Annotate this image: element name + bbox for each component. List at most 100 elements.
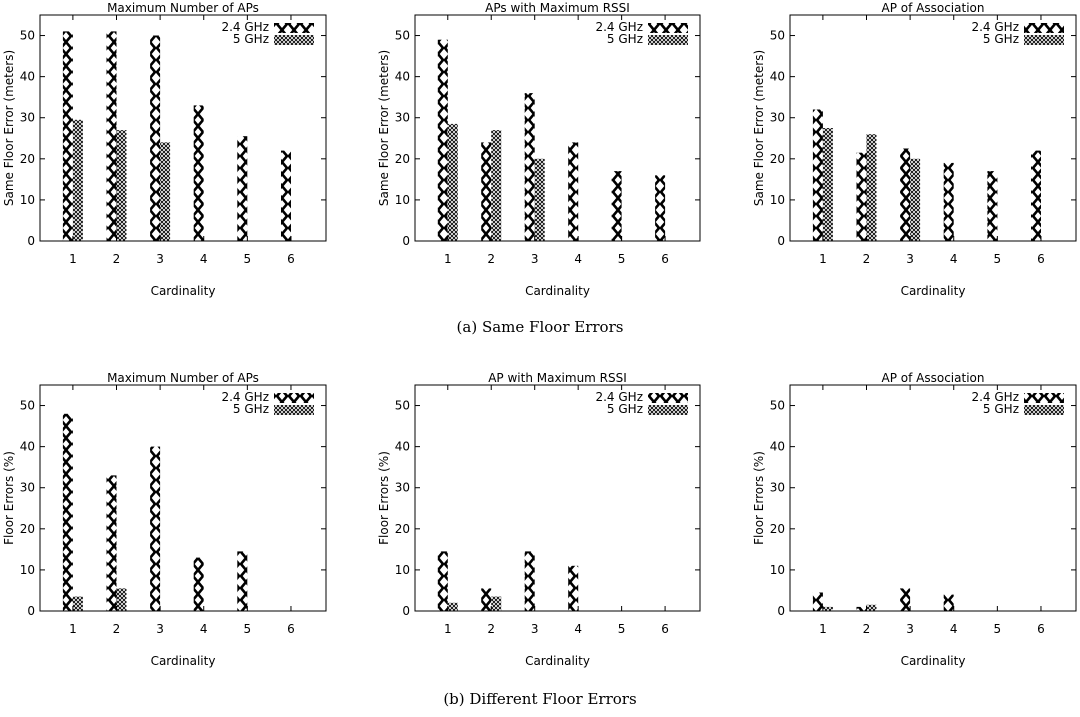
x-tick-label: 6 xyxy=(661,252,669,266)
x-tick-label: 3 xyxy=(531,622,539,636)
plot-frame xyxy=(39,384,327,612)
legend-swatch-5ghz xyxy=(274,405,314,415)
legend-swatch-2-4ghz xyxy=(648,393,688,403)
bar-2-4ghz-4 xyxy=(193,105,204,242)
legend-swatch-5ghz xyxy=(648,35,688,45)
x-tick-label: 6 xyxy=(1037,622,1045,636)
bar-5ghz-1 xyxy=(72,119,83,241)
x-tick-label: 2 xyxy=(863,252,871,266)
bar-2-4ghz-4 xyxy=(568,565,579,611)
bar-2-4ghz-6 xyxy=(655,175,666,241)
y-tick-label: 30 xyxy=(20,481,35,495)
bar-2-4ghz-5 xyxy=(237,136,248,241)
chart-2: 0 10 20 30 40 50 1 2 3 4 5 6 APs with Maximum RSSI Ca… xyxy=(377,1,701,298)
y-tick-label: 50 xyxy=(770,29,785,43)
bar-5ghz-1 xyxy=(822,606,833,611)
bar-2-4ghz-4 xyxy=(568,142,579,241)
chart-1: 0 10 20 30 40 50 1 2 3 4 5 6 Maximum Number of APs Ca… xyxy=(2,1,327,298)
chart-6: 0 10 20 30 40 50 1 2 3 4 5 6 AP of Association Cardin… xyxy=(752,371,1077,668)
bar-2-4ghz-1 xyxy=(437,551,448,611)
y-tick-label: 0 xyxy=(27,604,35,618)
legend-label: 2.4 GHz xyxy=(595,20,643,34)
y-tick-label: 20 xyxy=(395,522,410,536)
y-tick-label: 20 xyxy=(770,152,785,166)
x-tick-label: 6 xyxy=(1037,252,1045,266)
y-axis-label: Same Floor Error (meters) xyxy=(377,50,391,206)
bar-2-4ghz-2 xyxy=(481,588,492,611)
bar-5ghz-1 xyxy=(447,602,458,611)
bar-2-4ghz-1 xyxy=(62,31,73,242)
legend-label: 5 GHz xyxy=(983,402,1019,416)
bar-2-4ghz-3 xyxy=(150,446,161,611)
x-axis-label: Cardinality xyxy=(525,654,590,668)
y-tick-label: 20 xyxy=(395,152,410,166)
legend-label: 5 GHz xyxy=(233,402,269,416)
bar-2-4ghz-3 xyxy=(524,551,535,611)
y-tick-label: 10 xyxy=(395,193,410,207)
bar-2-4ghz-2 xyxy=(481,142,492,241)
y-tick-label: 40 xyxy=(770,440,785,454)
y-tick-label: 0 xyxy=(402,234,410,248)
chart-5: 0 10 20 30 40 50 1 2 3 4 5 6 AP with Maximum RSSI Car… xyxy=(377,371,701,668)
y-axis-label: Floor Errors (%) xyxy=(2,451,16,545)
bar-5ghz-2 xyxy=(491,596,502,611)
bar-2-4ghz-5 xyxy=(987,171,998,241)
bar-2-4ghz-5 xyxy=(237,551,248,611)
legend-label: 2.4 GHz xyxy=(595,390,643,404)
y-tick-label: 20 xyxy=(20,522,35,536)
legend-label: 5 GHz xyxy=(983,32,1019,46)
y-tick-label: 40 xyxy=(395,70,410,84)
plot-frame xyxy=(789,384,1077,612)
y-tick-label: 0 xyxy=(777,234,785,248)
x-tick-label: 5 xyxy=(244,622,252,636)
bar-2-4ghz-3 xyxy=(900,148,911,241)
x-tick-label: 1 xyxy=(69,622,77,636)
legend-swatch-2-4ghz xyxy=(1024,23,1064,33)
x-tick-label: 3 xyxy=(156,622,164,636)
bar-5ghz-2 xyxy=(866,134,877,241)
bar-2-4ghz-6 xyxy=(281,150,291,241)
x-axis-label: Cardinality xyxy=(901,654,966,668)
bar-2-4ghz-1 xyxy=(62,413,73,611)
bar-5ghz-2 xyxy=(491,130,502,241)
y-tick-label: 30 xyxy=(20,111,35,125)
legend-label: 5 GHz xyxy=(607,32,643,46)
bar-2-4ghz-4 xyxy=(943,594,954,611)
y-axis-label: Floor Errors (%) xyxy=(752,451,766,545)
legend-swatch-2-4ghz xyxy=(274,393,314,403)
bar-2-4ghz-2 xyxy=(106,31,117,242)
bar-5ghz-3 xyxy=(910,158,921,241)
x-tick-label: 2 xyxy=(113,252,121,266)
y-tick-label: 30 xyxy=(395,111,410,125)
x-tick-label: 5 xyxy=(618,252,626,266)
y-tick-label: 10 xyxy=(20,563,35,577)
bar-2-4ghz-3 xyxy=(900,588,911,611)
x-tick-label: 1 xyxy=(819,622,827,636)
bar-2-4ghz-1 xyxy=(437,39,448,242)
y-tick-label: 50 xyxy=(20,29,35,43)
x-tick-label: 2 xyxy=(863,622,871,636)
x-axis-label: Cardinality xyxy=(151,654,216,668)
y-tick-label: 0 xyxy=(777,604,785,618)
legend-label: 2.4 GHz xyxy=(971,20,1019,34)
y-tick-label: 30 xyxy=(770,111,785,125)
chart-title: AP of Association xyxy=(882,371,985,385)
chart-title: APs with Maximum RSSI xyxy=(485,1,630,15)
legend-swatch-2-4ghz xyxy=(1024,393,1064,403)
y-tick-label: 10 xyxy=(770,193,785,207)
bar-2-4ghz-1 xyxy=(812,592,823,611)
plot-frame xyxy=(789,14,1077,242)
x-tick-label: 2 xyxy=(487,622,495,636)
bar-2-4ghz-2 xyxy=(106,475,117,611)
y-tick-label: 50 xyxy=(395,29,410,43)
bar-2-4ghz-2 xyxy=(856,606,867,611)
x-tick-label: 4 xyxy=(200,622,208,636)
caption-b: (b) Different Floor Errors xyxy=(443,690,637,708)
y-axis-label: Same Floor Error (meters) xyxy=(752,50,766,206)
